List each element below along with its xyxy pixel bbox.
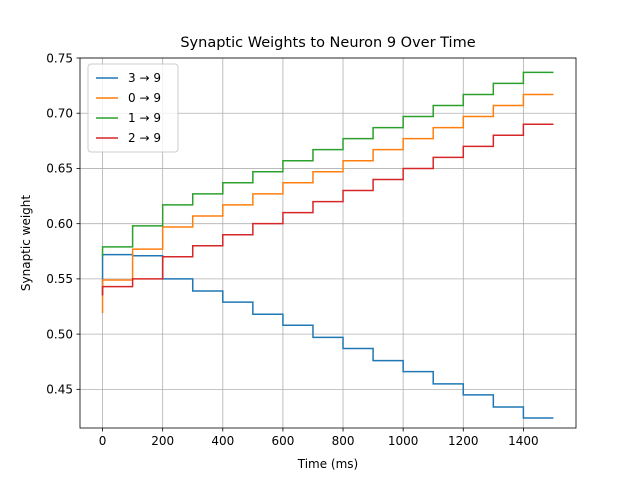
x-tick-label: 1200 <box>448 434 479 448</box>
x-tick-label: 200 <box>151 434 174 448</box>
y-tick-label: 0.65 <box>46 162 73 176</box>
y-tick-label: 0.70 <box>46 107 73 121</box>
axis-ticks: 0 200 400 600 800 1000 1200 1400 0.45 0.50 0.55 0.6… <box>46 51 538 448</box>
legend: 3 → 9 0 → 9 1 → 9 2 → 9 <box>87 63 179 153</box>
legend-label: 1 → 9 <box>128 111 161 125</box>
y-axis-title: Synaptic weight <box>19 195 33 292</box>
y-tick-label: 0.60 <box>46 217 73 231</box>
x-tick-label: 1400 <box>508 434 539 448</box>
x-tick-label: 800 <box>332 434 355 448</box>
y-tick-label: 0.55 <box>46 272 73 286</box>
legend-box <box>87 63 179 153</box>
plot-area-frame <box>79 57 577 429</box>
y-tick-label: 0.50 <box>46 327 73 341</box>
x-tick-label: 1000 <box>388 434 419 448</box>
x-axis-title: Time (ms) <box>297 457 359 471</box>
legend-label: 3 → 9 <box>128 71 161 85</box>
chart-title: Synaptic Weights to Neuron 9 Over Time <box>180 35 475 51</box>
y-tick-label: 0.75 <box>46 51 73 65</box>
x-tick-label: 0 <box>99 434 107 448</box>
series-lines <box>101 71 554 419</box>
y-tick-label: 0.45 <box>46 383 73 397</box>
series-line <box>101 93 554 314</box>
legend-label: 2 → 9 <box>128 131 161 145</box>
x-tick-label: 400 <box>211 434 234 448</box>
x-tick-label: 600 <box>271 434 294 448</box>
series-line <box>101 123 554 296</box>
series-line <box>101 71 554 257</box>
legend-label: 0 → 9 <box>128 91 161 105</box>
